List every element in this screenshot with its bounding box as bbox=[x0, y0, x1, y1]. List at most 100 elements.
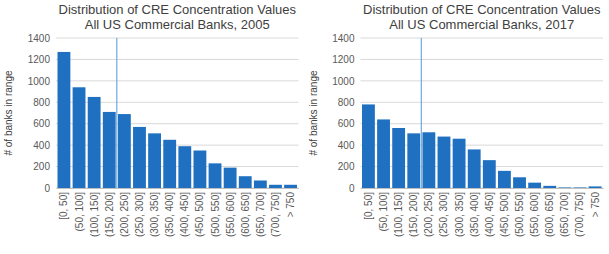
x-tick: (50, 100] bbox=[74, 188, 85, 231]
y-tick: 1200 bbox=[28, 54, 56, 65]
x-tick: (400, 450] bbox=[484, 188, 495, 237]
x-tick-label: (150, 200] bbox=[408, 192, 419, 237]
x-tick-label: (100, 150] bbox=[393, 192, 404, 237]
y-tick-label: 800 bbox=[338, 97, 355, 108]
x-tick: (700, 750] bbox=[270, 188, 281, 237]
panel: 0200400600800100012001400[0, 50](50, 100… bbox=[3, 2, 299, 237]
bar bbox=[513, 177, 526, 188]
bar bbox=[73, 87, 86, 188]
bar bbox=[254, 181, 267, 189]
x-tick-label: (650, 700] bbox=[559, 192, 570, 237]
bar bbox=[422, 132, 435, 188]
x-tick-label: (400, 450] bbox=[179, 192, 190, 237]
y-tick-label: 600 bbox=[33, 118, 50, 129]
y-tick-label: 1400 bbox=[28, 33, 51, 44]
x-tick: (650, 700] bbox=[559, 188, 570, 237]
x-tick: (300, 350] bbox=[149, 188, 160, 237]
bar bbox=[498, 171, 511, 188]
x-tick: (200, 250] bbox=[119, 188, 130, 237]
bar bbox=[193, 151, 206, 189]
reference-line bbox=[116, 38, 117, 188]
y-tick-label: 1000 bbox=[332, 76, 355, 87]
bar bbox=[543, 186, 556, 188]
bar bbox=[178, 146, 191, 188]
x-tick-label: (550, 600] bbox=[225, 192, 236, 237]
y-tick: 400 bbox=[33, 140, 56, 151]
x-tick-label: [0, 50] bbox=[58, 192, 69, 220]
x-tick-label: > 750 bbox=[285, 192, 296, 218]
title: Distribution of CRE Concentration Values bbox=[59, 2, 297, 17]
x-tick-label: (650, 700] bbox=[255, 192, 266, 237]
bar bbox=[362, 104, 375, 188]
bar bbox=[88, 97, 101, 188]
x-tick-label: (300, 350] bbox=[454, 192, 465, 237]
x-tick: (450, 500] bbox=[194, 188, 205, 237]
x-tick: (100, 150] bbox=[393, 188, 404, 237]
y-tick: 1400 bbox=[28, 33, 56, 44]
chart-root: 0 200 400 600 800 1000 1200 1400 [0, 50] (50, 100… bbox=[0, 0, 609, 254]
y-axis: 0200400600800100012001400 bbox=[332, 33, 361, 194]
subtitle: All US Commercial Banks, 2005 bbox=[85, 17, 270, 32]
y-tick-label: 0 bbox=[349, 183, 355, 194]
reference-line bbox=[421, 38, 422, 188]
plot-area: 0200400600800100012001400[0, 50](50, 100… bbox=[332, 33, 603, 237]
y-tick: 800 bbox=[338, 97, 361, 108]
x-tick-label: (400, 450] bbox=[484, 192, 495, 237]
x-tick-label: (350, 400] bbox=[469, 192, 480, 237]
x-tick: (250, 300] bbox=[438, 188, 449, 237]
y-tick-label: 1200 bbox=[28, 54, 51, 65]
bars bbox=[362, 38, 601, 188]
grid-line bbox=[56, 38, 299, 39]
y-axis-title: # of banks in range bbox=[308, 70, 319, 155]
bar bbox=[239, 176, 252, 188]
bar bbox=[377, 119, 390, 188]
grid-line bbox=[361, 102, 604, 103]
grid-line bbox=[56, 59, 299, 60]
y-tick-label: 1000 bbox=[28, 76, 51, 87]
x-tick-label: (450, 500] bbox=[194, 192, 205, 237]
bar bbox=[528, 183, 541, 188]
x-tick-label: (500, 550] bbox=[514, 192, 525, 237]
y-axis-line bbox=[361, 39, 362, 189]
y-tick: 0 bbox=[349, 183, 361, 194]
bar bbox=[148, 133, 161, 188]
y-tick-label: 200 bbox=[338, 161, 355, 172]
grid bbox=[56, 38, 299, 188]
y-tick: 1000 bbox=[28, 76, 56, 87]
x-tick: (500, 550] bbox=[210, 188, 221, 237]
x-tick-label: (500, 550] bbox=[210, 192, 221, 237]
x-tick: (150, 200] bbox=[408, 188, 419, 237]
x-tick-label: (450, 500] bbox=[499, 192, 510, 237]
bar bbox=[269, 185, 282, 188]
y-tick-label: 200 bbox=[33, 161, 50, 172]
x-tick: > 750 bbox=[285, 188, 296, 217]
x-tick: (550, 600] bbox=[529, 188, 540, 237]
y-tick: 200 bbox=[33, 161, 56, 172]
y-tick: 800 bbox=[33, 97, 56, 108]
x-tick: (500, 550] bbox=[514, 188, 525, 237]
x-tick: (50, 100] bbox=[378, 188, 389, 231]
bar bbox=[224, 168, 237, 188]
x-tick-label: > 750 bbox=[590, 192, 601, 218]
x-tick-label: (550, 600] bbox=[529, 192, 540, 237]
x-tick-label: (600, 650] bbox=[544, 192, 555, 237]
x-tick: (100, 150] bbox=[89, 188, 100, 237]
x-tick-label: (250, 300] bbox=[438, 192, 449, 237]
x-tick-label: (300, 350] bbox=[149, 192, 160, 237]
bar bbox=[453, 139, 466, 188]
x-tick: (350, 400] bbox=[164, 188, 175, 237]
x-tick: [0, 50] bbox=[363, 188, 374, 220]
x-tick-label: (250, 300] bbox=[134, 192, 145, 237]
bar bbox=[103, 112, 116, 188]
y-axis: 0200400600800100012001400 bbox=[28, 33, 57, 194]
x-tick: [0, 50] bbox=[58, 188, 69, 220]
x-axis: [0, 50] (50, 100] (100, 150] (150, 200] (200… bbox=[57, 188, 300, 237]
y-tick: 200 bbox=[338, 161, 361, 172]
y-tick: 1000 bbox=[332, 76, 360, 87]
x-tick: (150, 200] bbox=[104, 188, 115, 237]
x-tick-label: (350, 400] bbox=[164, 192, 175, 237]
x-tick-label: (700, 750] bbox=[270, 192, 281, 237]
y-tick: 1400 bbox=[332, 33, 360, 44]
x-tick: (400, 450] bbox=[179, 188, 190, 237]
x-axis-line bbox=[361, 188, 604, 189]
